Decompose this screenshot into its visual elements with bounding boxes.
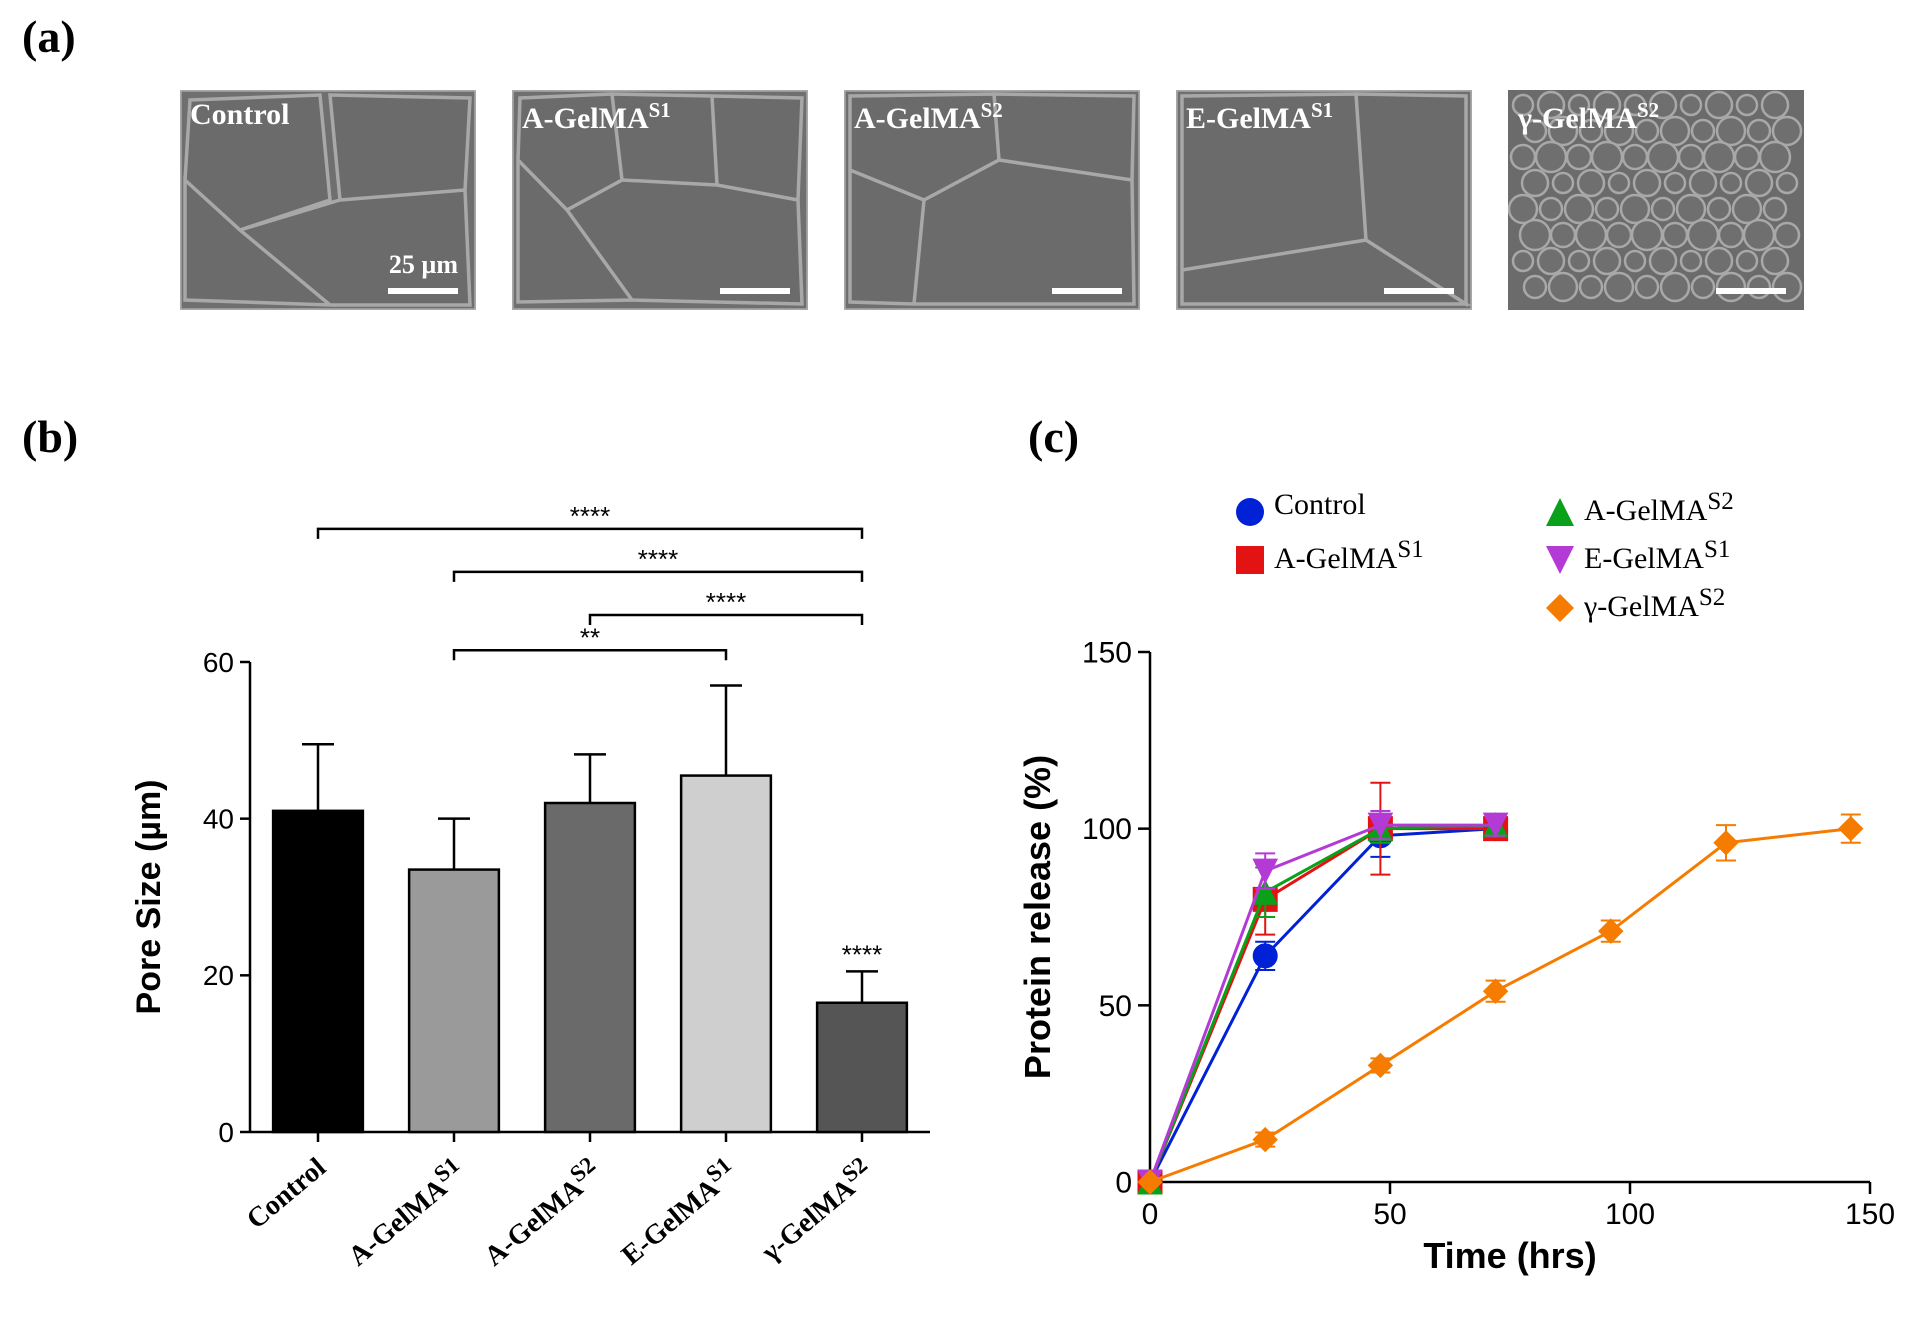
svg-text:**: ** [580, 622, 600, 652]
bar-4 [817, 1003, 907, 1132]
svg-text:40: 40 [203, 803, 234, 834]
scalebar-0 [388, 288, 458, 294]
sem-label-1: A-GelMAS1 [522, 98, 671, 136]
sem-image-0: Control 25 µm [180, 90, 476, 310]
svg-text:60: 60 [203, 647, 234, 678]
svg-text:Pore Size (µm): Pore Size (µm) [130, 780, 168, 1015]
panel-label-b: (b) [22, 410, 78, 463]
svg-text:50: 50 [1099, 990, 1132, 1023]
sem-label-4: γ-GelMAS2 [1518, 98, 1659, 136]
series-line-3 [1150, 825, 1496, 1182]
bar-chart-svg: 0204060Pore Size (µm)ControlA-GelMAS1A-G… [100, 452, 960, 1322]
series-line-0 [1150, 829, 1496, 1182]
svg-text:20: 20 [203, 960, 234, 991]
svg-text:****: **** [638, 544, 678, 574]
svg-text:****: **** [570, 501, 610, 531]
line-chart: 0 50 100 150 0 50 100 150 Time (hrs) Protein rele… [1000, 452, 1900, 1322]
svg-text:50: 50 [1373, 1198, 1406, 1231]
svg-text:100: 100 [1605, 1198, 1655, 1231]
sem-label-3: E-GelMAS1 [1186, 98, 1333, 136]
scalebar-3 [1384, 288, 1454, 294]
sem-image-3: E-GelMAS1 [1176, 90, 1472, 310]
panel-label-a: (a) [22, 10, 76, 63]
legend-item-2: A-GelMAS2 [1584, 488, 1864, 528]
series-line-2 [1150, 825, 1496, 1182]
scalebar-4 [1716, 288, 1786, 294]
svg-text:****: **** [706, 587, 746, 617]
svg-text:****: **** [842, 939, 882, 969]
svg-text:Protein release (%): Protein release (%) [1017, 755, 1058, 1079]
legend-item-1: A-GelMAS1 [1274, 536, 1554, 576]
sem-image-2: A-GelMAS2 [844, 90, 1140, 310]
sem-image-row: Control 25 µm A-GelMAS1 A-GelMAS2 E-GelMAS1 γ… [180, 90, 1804, 310]
sem-image-4: γ-GelMAS2 [1508, 90, 1804, 310]
svg-text:100: 100 [1082, 813, 1132, 846]
sem-label-2: A-GelMAS2 [854, 98, 1003, 136]
svg-text:150: 150 [1082, 637, 1132, 670]
svg-text:Time (hrs): Time (hrs) [1423, 1235, 1596, 1276]
bar-chart: 0204060Pore Size (µm)ControlA-GelMAS1A-G… [100, 452, 960, 1322]
legend-item-4: γ-GelMAS2 [1584, 584, 1864, 624]
series-line-4 [1150, 829, 1851, 1182]
sem-image-1: A-GelMAS1 [512, 90, 808, 310]
bar-2 [545, 803, 635, 1132]
scalebar-1 [720, 288, 790, 294]
line-chart-svg: 0 50 100 150 0 50 100 150 Time (hrs) Protein rele… [1000, 452, 1900, 1322]
legend-item-3: E-GelMAS1 [1584, 536, 1864, 576]
svg-text:150: 150 [1845, 1198, 1895, 1231]
scalebar-2 [1052, 288, 1122, 294]
legend-item-0: Control [1274, 488, 1554, 522]
sem-label-0: Control [190, 98, 289, 132]
scalebar-text: 25 µm [389, 250, 458, 280]
svg-text:0: 0 [1115, 1167, 1132, 1200]
svg-text:0: 0 [218, 1117, 234, 1148]
bar-1 [409, 870, 499, 1132]
bar-3 [681, 776, 771, 1132]
bar-0 [273, 811, 363, 1132]
svg-text:0: 0 [1142, 1198, 1159, 1231]
series-line-1 [1150, 829, 1496, 1182]
